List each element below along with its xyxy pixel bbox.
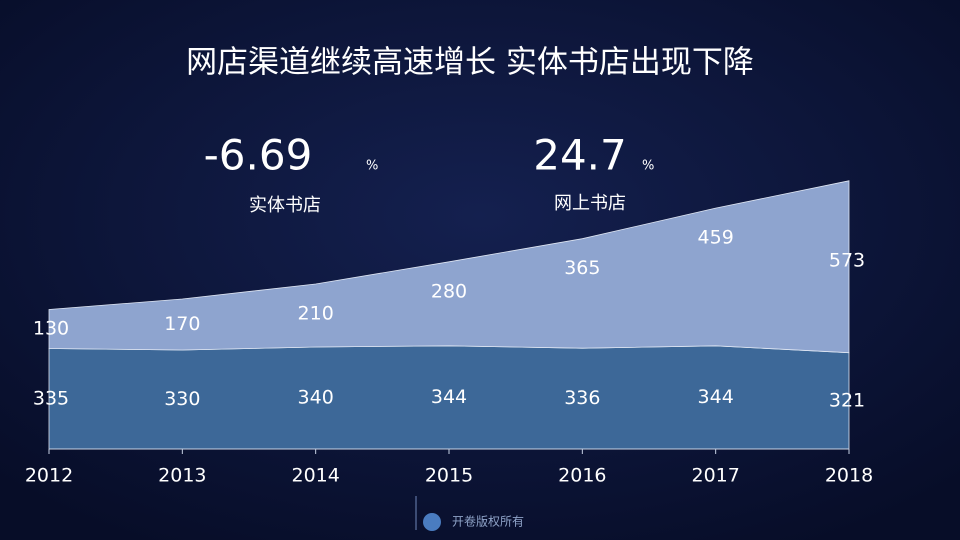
data-label: 210 (298, 303, 334, 325)
annotation-value: 24.7 (533, 131, 627, 180)
data-label: 365 (564, 257, 600, 279)
x-tick-label: 2015 (425, 465, 473, 487)
data-label: 344 (698, 386, 734, 408)
footer-logo (423, 513, 441, 531)
data-label: 321 (829, 389, 865, 411)
annotation-unit: % (642, 159, 654, 174)
data-label: 335 (33, 387, 69, 409)
footer: 开卷版权所有 (452, 514, 524, 529)
data-label: 573 (829, 249, 865, 271)
plot: 335 330 340 344 336 344 321 130 170 210 280 365 459 5… (25, 180, 873, 487)
data-label: 170 (164, 313, 200, 335)
annotation-value: -6.69 (204, 131, 313, 180)
x-tick-label: 2012 (25, 465, 73, 487)
data-label: 336 (564, 387, 600, 409)
chart-title: 网店渠道继续高速增长 实体书店出现下降 (186, 45, 754, 81)
x-tick-label: 2013 (158, 465, 206, 487)
data-label: 330 (164, 388, 200, 410)
annotation-label: 实体书店 (249, 195, 321, 216)
data-label: 459 (698, 227, 734, 249)
annotation-unit: % (366, 159, 378, 174)
x-tick-label: 2018 (825, 465, 873, 487)
data-label: 130 (33, 318, 69, 340)
x-tick-label: 2017 (691, 465, 739, 487)
data-label: 344 (431, 386, 467, 408)
x-tick-label: 2016 (558, 465, 606, 487)
data-label: 340 (298, 387, 334, 409)
x-tick-label: 2014 (291, 465, 339, 487)
annotation-label: 网上书店 (554, 193, 626, 214)
data-label: 280 (431, 280, 467, 302)
area (48, 180, 850, 354)
